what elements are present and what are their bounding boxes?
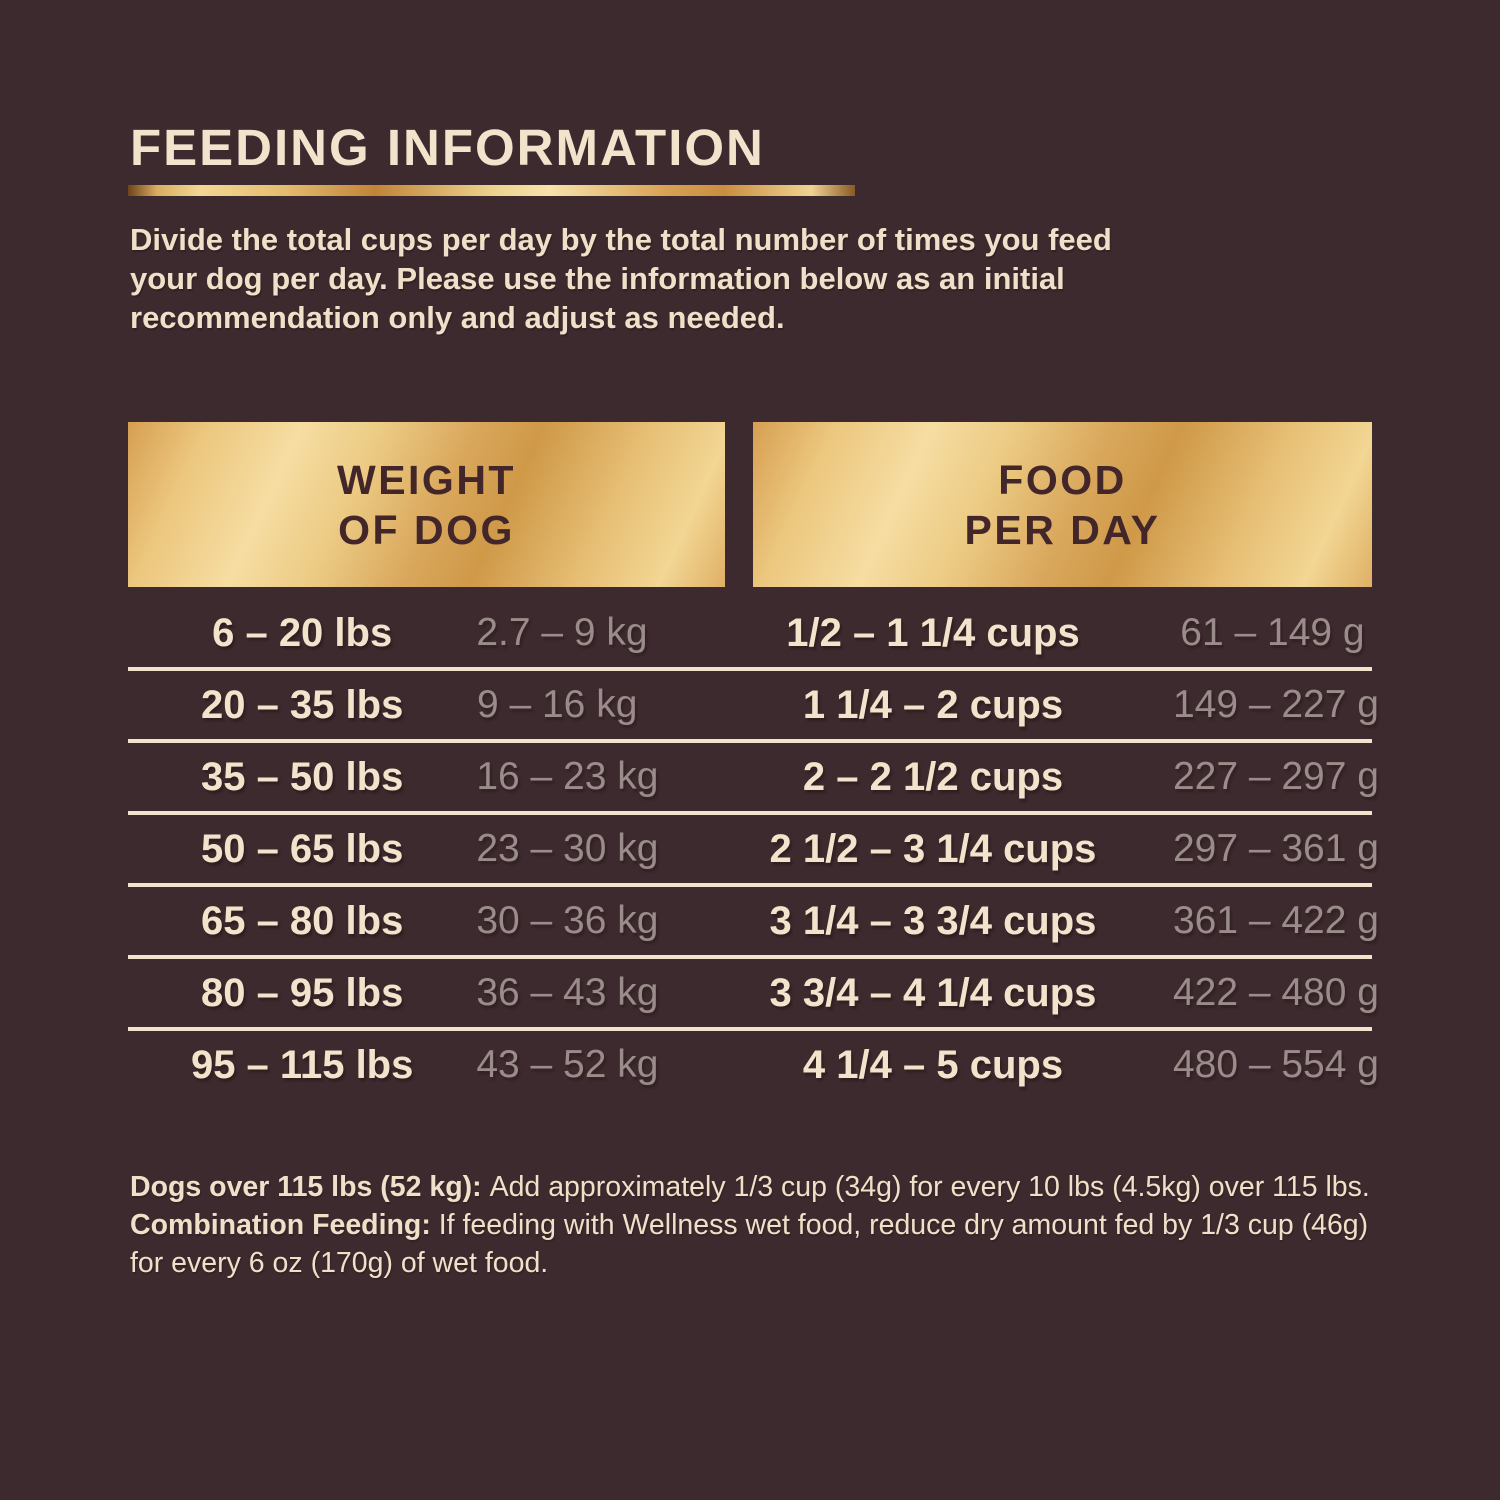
table-row: 6 – 20 lbs 2.7 – 9 kg 1/2 – 1 1/4 cups 6… [128, 599, 1372, 667]
food-header-line: PER DAY [964, 506, 1161, 553]
weight-lbs-cell: 6 – 20 lbs [212, 610, 393, 655]
food-per-day-header: FOOD PER DAY [753, 422, 1372, 587]
weight-kg-cell: 23 – 30 kg [476, 827, 659, 870]
weight-header-line: WEIGHT [337, 456, 516, 503]
intro-line: recommendation only and adjust as needed… [130, 300, 785, 335]
food-grams-cell: 227 – 297 g [1172, 755, 1379, 798]
weight-lbs-cell: 65 – 80 lbs [200, 898, 404, 943]
food-grams-cell: 480 – 554 g [1172, 1043, 1379, 1086]
table-row: 35 – 50 lbs 16 – 23 kg 2 – 2 1/2 cups 22… [128, 743, 1379, 811]
feeding-table: 6 – 20 lbs 2.7 – 9 kg 1/2 – 1 1/4 cups 6… [128, 599, 1379, 1099]
weight-lbs-cell: 20 – 35 lbs [200, 682, 404, 727]
row-divider [128, 1027, 1372, 1031]
food-cups-cell: 1 1/4 – 2 cups [802, 682, 1064, 727]
table-row: 50 – 65 lbs 23 – 30 kg 2 1/2 – 3 1/4 cup… [128, 815, 1379, 883]
weight-kg-cell: 43 – 52 kg [476, 1043, 659, 1086]
food-grams-cell: 422 – 480 g [1172, 971, 1379, 1014]
weight-kg-cell: 9 – 16 kg [476, 683, 638, 726]
weight-lbs-cell: 35 – 50 lbs [200, 754, 404, 799]
food-cups-cell: 3 1/4 – 3 3/4 cups [769, 898, 1097, 943]
table-row: 65 – 80 lbs 30 – 36 kg 3 1/4 – 3 3/4 cup… [128, 887, 1379, 955]
row-divider [128, 811, 1372, 815]
food-header-line: FOOD [998, 456, 1127, 503]
row-divider [128, 667, 1372, 671]
weight-kg-cell: 30 – 36 kg [476, 899, 659, 942]
food-grams-cell: 297 – 361 g [1172, 827, 1379, 870]
weight-lbs-cell: 50 – 65 lbs [200, 826, 404, 871]
weight-lbs-cell: 95 – 115 lbs [190, 1042, 414, 1087]
intro-line: Divide the total cups per day by the tot… [130, 222, 1112, 257]
food-cups-cell: 1/2 – 1 1/4 cups [786, 610, 1080, 655]
food-grams-cell: 61 – 149 g [1180, 611, 1365, 654]
food-cups-cell: 4 1/4 – 5 cups [802, 1042, 1064, 1087]
note-bold-dogs-over-115: Dogs over 115 lbs (52 kg): [130, 1171, 490, 1203]
row-divider [128, 739, 1372, 743]
food-cups-cell: 3 3/4 – 4 1/4 cups [769, 970, 1097, 1015]
table-row: 80 – 95 lbs 36 – 43 kg 3 3/4 – 4 1/4 cup… [128, 959, 1379, 1027]
table-row: 20 – 35 lbs 9 – 16 kg 1 1/4 – 2 cups 149… [128, 671, 1379, 739]
intro-paragraph: Divide the total cups per day by the tot… [130, 220, 1374, 337]
intro-line: your dog per day. Please use the informa… [130, 261, 1065, 296]
note-text-add-approximately: Add approximately 1/3 cup (34g) for ever… [489, 1171, 1370, 1203]
food-grams-cell: 361 – 422 g [1172, 899, 1379, 942]
row-divider [128, 955, 1372, 959]
page-title: FEEDING INFORMATION [130, 119, 765, 176]
note-text-if-feeding: If feeding with Wellness wet food, reduc… [130, 1209, 1369, 1279]
weight-kg-cell: 2.7 – 9 kg [476, 611, 648, 654]
food-cups-cell: 2 1/2 – 3 1/4 cups [769, 826, 1097, 871]
weight-header-line: OF DOG [338, 506, 515, 553]
feeding-note: Dogs over 115 lbs (52 kg): Add approxima… [130, 1168, 1392, 1282]
title-underline-gold-rule [128, 185, 855, 196]
table-row: 95 – 115 lbs 43 – 52 kg 4 1/4 – 5 cups 4… [128, 1031, 1379, 1099]
weight-kg-cell: 36 – 43 kg [476, 971, 659, 1014]
weight-lbs-cell: 80 – 95 lbs [200, 970, 404, 1015]
food-cups-cell: 2 – 2 1/2 cups [802, 754, 1064, 799]
food-grams-cell: 149 – 227 g [1172, 683, 1379, 726]
table-header-row: WEIGHT OF DOG FOOD PER DAY [128, 422, 1372, 587]
weight-kg-cell: 16 – 23 kg [476, 755, 659, 798]
row-divider [128, 883, 1372, 887]
weight-of-dog-header: WEIGHT OF DOG [128, 422, 725, 587]
note-bold-combination-feeding: Combination Feeding: [130, 1209, 439, 1241]
